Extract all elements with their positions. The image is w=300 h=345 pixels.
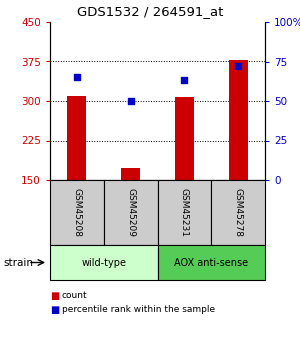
Text: AOX anti-sense: AOX anti-sense	[174, 257, 248, 267]
Text: GSM45278: GSM45278	[234, 188, 243, 237]
Text: strain: strain	[3, 257, 33, 267]
Text: GSM45209: GSM45209	[126, 188, 135, 237]
Bar	[121, 168, 140, 180]
Text: count: count	[62, 292, 88, 300]
Bar	[175, 97, 194, 180]
Text: ■: ■	[50, 305, 59, 315]
Text: GSM45208: GSM45208	[72, 188, 81, 237]
Text: ■: ■	[50, 291, 59, 301]
Text: GDS1532 / 264591_at: GDS1532 / 264591_at	[77, 6, 223, 19]
Text: wild-type: wild-type	[81, 257, 126, 267]
Point	[74, 75, 79, 80]
Bar	[229, 60, 247, 180]
Text: GSM45231: GSM45231	[180, 188, 189, 237]
Point	[128, 98, 133, 104]
Point	[182, 78, 187, 83]
Bar	[68, 96, 86, 180]
Point	[236, 63, 241, 69]
Text: percentile rank within the sample: percentile rank within the sample	[62, 306, 215, 315]
